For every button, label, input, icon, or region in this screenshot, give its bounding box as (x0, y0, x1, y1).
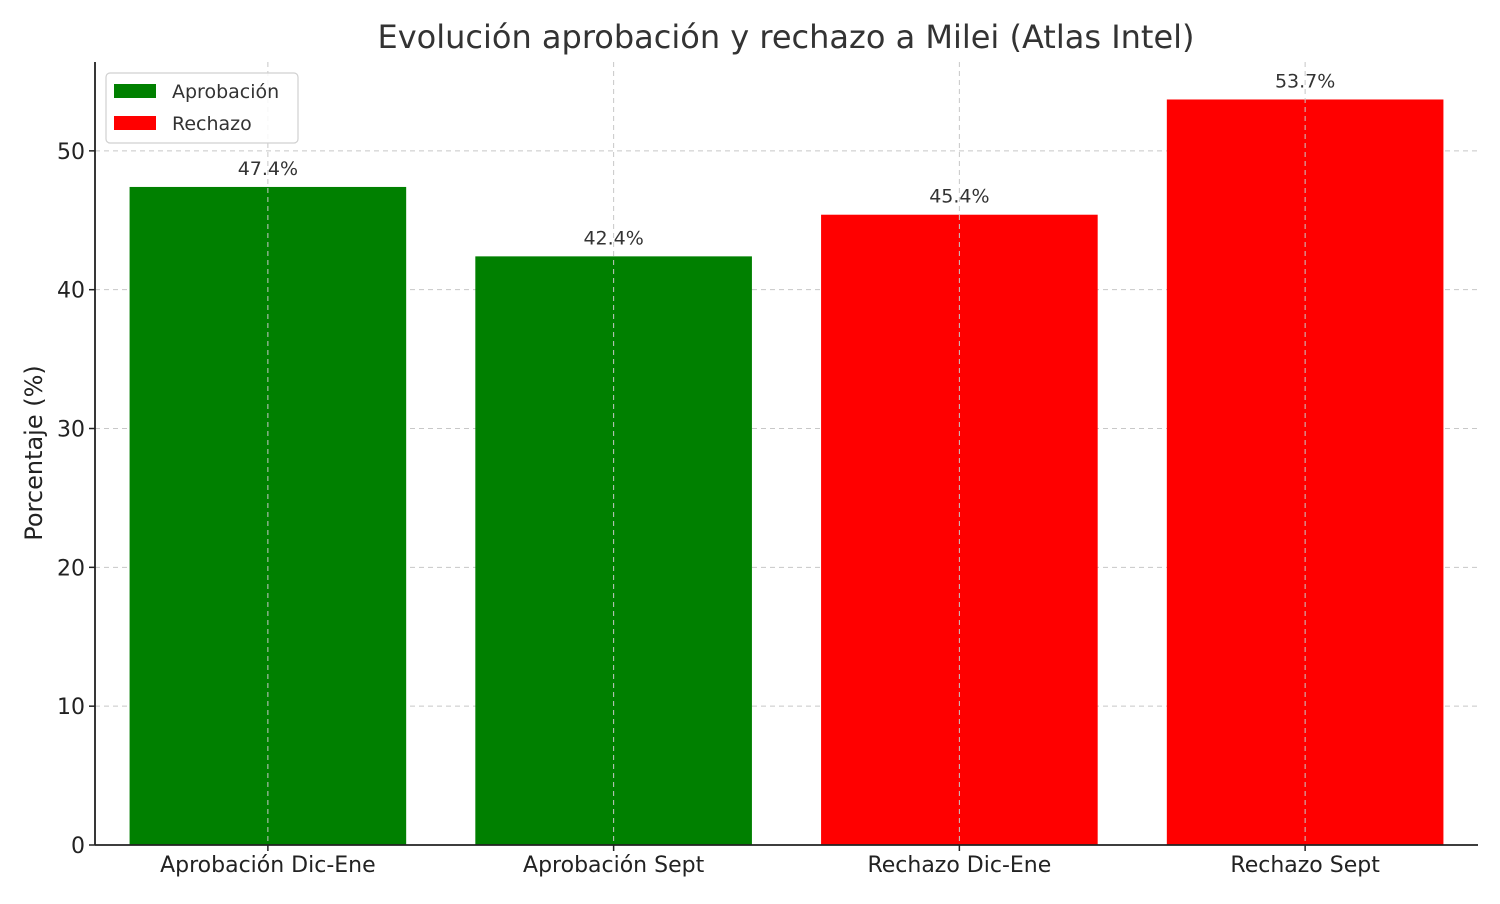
x-tick-label: Aprobación Sept (523, 853, 705, 878)
y-axis-label: Porcentaje (%) (20, 365, 48, 541)
x-tick-label: Aprobación Dic-Ene (160, 853, 376, 878)
y-tick-label: 50 (57, 140, 85, 165)
vertical-grid-lines (267, 62, 1306, 845)
axes (89, 62, 1478, 851)
data-label: 45.4% (929, 186, 989, 208)
y-tick-label: 10 (57, 695, 85, 720)
x-tick-label: Rechazo Dic-Ene (867, 853, 1051, 878)
legend-label: Aprobación (172, 81, 279, 103)
y-tick-label: 20 (57, 556, 85, 581)
y-tick-label: 40 (57, 279, 85, 304)
legend: Aprobación Rechazo (105, 72, 299, 144)
legend-swatch (114, 116, 156, 130)
x-tick-label: Rechazo Sept (1230, 853, 1380, 878)
data-label: 47.4% (238, 158, 298, 180)
legend-swatch (114, 84, 156, 98)
data-label: 42.4% (583, 227, 643, 249)
y-tick-labels: 0 10 20 30 40 50 (57, 140, 85, 859)
data-label: 53.7% (1275, 70, 1335, 92)
legend-label: Rechazo (172, 113, 252, 135)
y-tick-label: 0 (71, 834, 85, 859)
bars (129, 99, 1444, 846)
y-tick-label: 30 (57, 418, 85, 443)
bar (1166, 99, 1444, 846)
x-tick-labels: Aprobación Dic-Ene Aprobación Sept Rechazo… (160, 853, 1380, 878)
data-labels: 47.4% 42.4% 45.4% 53.7% (238, 70, 1336, 249)
chart-title: Evolución aprobación y rechazo a Milei (… (377, 18, 1194, 56)
